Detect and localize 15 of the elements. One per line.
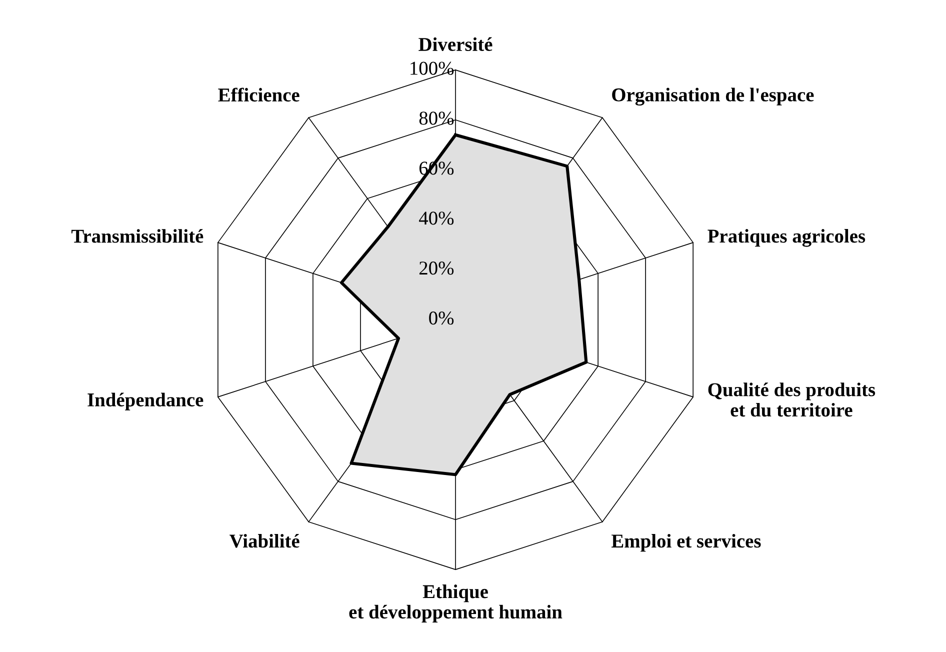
- spoke-label: Qualité des produits et du territoire: [708, 382, 876, 417]
- y-tick-label: 80%: [419, 112, 454, 125]
- spoke-label: Efficience: [218, 88, 300, 102]
- spoke-label: Transmissibilité: [71, 229, 204, 243]
- y-tick-label: 40%: [419, 212, 454, 225]
- y-tick-label: 0%: [429, 312, 454, 325]
- spoke-label: Indépendance: [88, 392, 204, 410]
- spoke-label: Viabilité: [230, 534, 300, 548]
- y-tick-label: 20%: [419, 262, 454, 275]
- spoke-label: Diversité: [418, 37, 492, 52]
- spoke-label: Organisation de l'espace: [612, 88, 814, 106]
- y-tick-label: 100%: [410, 62, 454, 75]
- spoke-label: Ethique et développement humain: [349, 584, 562, 623]
- spoke-label: Emploi et services: [611, 534, 761, 552]
- spoke-label: Pratiques agricoles: [708, 229, 866, 247]
